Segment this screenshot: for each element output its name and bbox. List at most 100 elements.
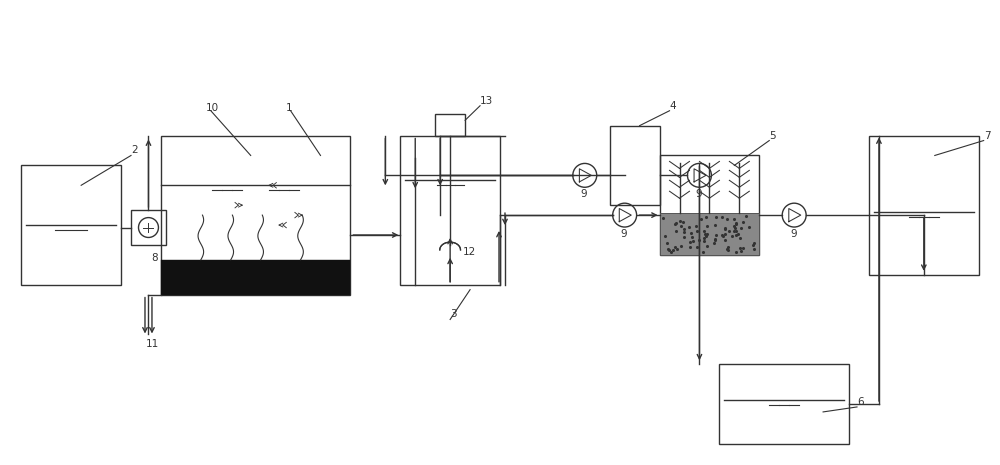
Bar [660, 213, 759, 255]
Point [699, 222, 715, 229]
Point [724, 232, 740, 239]
Point [682, 239, 698, 246]
Point [728, 227, 744, 235]
Text: 8: 8 [151, 253, 158, 263]
Point [683, 230, 699, 237]
Text: 2: 2 [131, 146, 138, 155]
Point [698, 232, 714, 239]
Point [660, 245, 676, 252]
Point [732, 235, 748, 242]
Bar [869, 136, 979, 275]
Point [726, 222, 742, 229]
Text: 9: 9 [621, 229, 627, 239]
Point [699, 231, 715, 238]
Point [719, 215, 735, 223]
Point [684, 233, 700, 241]
Point [663, 248, 679, 256]
Point [707, 235, 723, 243]
Point [728, 232, 744, 239]
Point [728, 248, 744, 256]
Point [708, 214, 724, 221]
Bar [610, 126, 660, 205]
Text: 9: 9 [581, 189, 587, 199]
Point [665, 246, 681, 253]
Bar [131, 210, 166, 245]
Point [655, 214, 671, 222]
Point [715, 232, 731, 240]
Point [707, 222, 723, 229]
Bar [719, 364, 849, 444]
Point [728, 220, 744, 227]
Point [675, 218, 691, 226]
Point [717, 226, 733, 233]
Point [727, 224, 743, 232]
Point [695, 248, 711, 256]
Point [708, 231, 724, 239]
Point [693, 215, 709, 223]
Point [667, 220, 683, 228]
Point [726, 215, 742, 222]
Point [735, 219, 751, 226]
Point [667, 243, 683, 251]
Text: 4: 4 [670, 101, 676, 111]
Bar [161, 260, 350, 295]
Point [745, 241, 761, 249]
Point [696, 234, 712, 241]
Text: 1: 1 [286, 103, 292, 113]
Point [730, 231, 746, 238]
Point [699, 242, 715, 250]
Point [689, 243, 705, 251]
Bar [400, 136, 500, 285]
Point [668, 219, 684, 227]
Point [717, 236, 733, 244]
Text: 3: 3 [450, 310, 457, 319]
Point [688, 223, 704, 230]
Bar [435, 114, 465, 136]
Point [717, 231, 733, 238]
Point [707, 237, 723, 244]
Point [681, 224, 697, 231]
Point [721, 227, 737, 234]
Text: 12: 12 [463, 247, 476, 257]
Point [673, 243, 689, 250]
Point [676, 228, 692, 236]
Text: 11: 11 [145, 339, 159, 349]
Point [657, 232, 673, 240]
Text: 7: 7 [984, 131, 990, 140]
Point [720, 243, 736, 250]
Point [733, 247, 749, 255]
Point [746, 246, 762, 253]
Point [673, 222, 689, 230]
Point [697, 230, 713, 238]
Text: 5: 5 [769, 131, 776, 140]
Point [668, 227, 684, 234]
Point [738, 213, 754, 220]
Point [698, 213, 714, 220]
Point [728, 220, 744, 227]
Point [672, 217, 688, 224]
Text: 13: 13 [480, 96, 493, 106]
Point [714, 213, 730, 220]
Point [696, 227, 712, 234]
Point [685, 238, 701, 245]
Text: 6: 6 [857, 397, 864, 407]
Point [719, 245, 735, 252]
Point [720, 246, 736, 253]
Point [689, 227, 705, 235]
Bar [660, 155, 759, 255]
Point [732, 245, 748, 252]
Point [661, 246, 677, 253]
Bar [21, 166, 121, 285]
Point [659, 239, 675, 246]
Text: 10: 10 [206, 103, 219, 113]
Point [676, 226, 692, 233]
Text: 9: 9 [695, 189, 702, 199]
Point [733, 225, 749, 232]
Point [726, 227, 742, 235]
Text: 9: 9 [790, 229, 797, 239]
Point [706, 239, 722, 246]
Point [676, 233, 692, 240]
Point [696, 238, 712, 245]
Point [682, 244, 698, 251]
Point [714, 231, 730, 239]
